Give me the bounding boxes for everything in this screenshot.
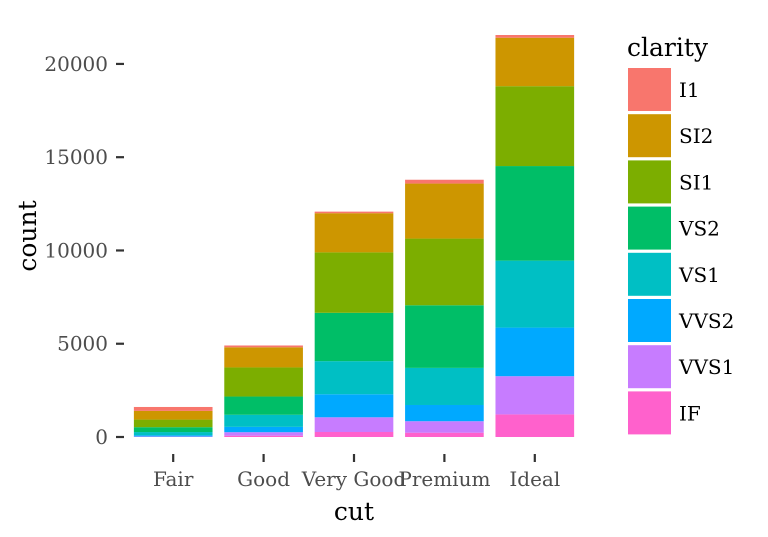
bar-segment-premium-if [405, 432, 484, 437]
bar-segment-fair-i1 [133, 406, 213, 411]
y-tick-label: 20000 [44, 52, 108, 76]
legend-key-if [628, 391, 671, 435]
legend-label-vs2: VS2 [678, 217, 720, 241]
legend-key-i1 [628, 68, 671, 111]
bar-segment-ideal-vvs2 [495, 327, 575, 377]
x-tick-label: Good [237, 467, 290, 491]
legend-title: clarity [627, 33, 709, 62]
y-tick-label: 15000 [44, 145, 108, 169]
bar-segment-fair-si1 [133, 419, 213, 428]
x-tick-label: Ideal [509, 467, 560, 491]
legend-label-i1: I1 [679, 78, 700, 102]
y-axis-title: count [13, 200, 42, 271]
bar-segment-good-si1 [224, 367, 303, 397]
legend-label-if: IF [679, 401, 701, 425]
bar-segment-premium-si1 [405, 238, 484, 306]
legend-label-si2: SI2 [679, 124, 713, 148]
bar-segment-ideal-vvs1 [495, 376, 575, 415]
legend: clarity I1 SI2 SI1 VS2 VS1 VVS2 VVS1 IF [627, 33, 734, 435]
bar-segment-premium-vs1 [405, 367, 484, 405]
y-tick-label: 10000 [44, 238, 108, 262]
x-axis-title: cut [334, 497, 374, 526]
bar-segment-good-vvs1 [224, 432, 303, 436]
bar-segment-good-si2 [224, 347, 303, 368]
bar-segment-premium-vvs1 [405, 421, 484, 433]
legend-label-vvs1: VVS1 [678, 355, 734, 379]
bar-segment-ideal-if [495, 414, 575, 437]
bar-segment-fair-vs2 [133, 427, 213, 433]
legend-key-vvs1 [628, 345, 671, 389]
bars-layer [133, 35, 575, 437]
legend-label-si1: SI1 [679, 170, 713, 194]
bar-segment-very-good-i1 [314, 211, 394, 214]
legend-key-vs1 [628, 252, 671, 296]
bar-segment-good-i1 [224, 345, 303, 348]
bar-segment-premium-vs2 [405, 305, 484, 368]
y-tick-label: 5000 [57, 332, 108, 356]
bar-segment-ideal-i1 [495, 35, 575, 38]
bar-segment-fair-si2 [133, 410, 213, 420]
y-axis: 0 5000 10000 15000 20000 [44, 52, 124, 449]
bar-segment-very-good-if [314, 432, 394, 437]
bar-segment-ideal-si2 [495, 37, 575, 87]
bar-segment-very-good-vs2 [314, 312, 394, 362]
bar-segment-good-vs1 [224, 414, 303, 427]
x-tick-label: Fair [153, 467, 194, 491]
bar-segment-very-good-si1 [314, 252, 394, 313]
bar-segment-ideal-vs2 [495, 166, 575, 261]
legend-label-vs1: VS1 [678, 263, 720, 287]
bar-segment-very-good-vvs2 [314, 394, 394, 418]
bar-segment-very-good-si2 [314, 213, 394, 253]
bar-segment-good-if [224, 435, 303, 437]
bar-segment-fair-vvs2 [133, 435, 213, 437]
bar-segment-good-vvs2 [224, 426, 303, 433]
bar-segment-ideal-vs1 [495, 260, 575, 328]
bar-segment-premium-vvs2 [405, 404, 484, 422]
bar-segment-fair-vs1 [133, 432, 213, 436]
bar-segment-ideal-si1 [495, 86, 575, 167]
bar-segment-very-good-vs1 [314, 361, 394, 395]
legend-key-si2 [628, 114, 671, 158]
legend-key-vs2 [628, 206, 671, 250]
x-tick-label: Very Good [301, 467, 407, 491]
bar-segment-very-good-vvs1 [314, 417, 394, 432]
bar-segment-good-vs2 [224, 396, 303, 415]
y-tick-label: 0 [95, 425, 108, 449]
legend-label-vvs2: VVS2 [678, 309, 734, 333]
bar-segment-premium-si2 [405, 183, 484, 239]
bar-segment-premium-i1 [405, 179, 484, 184]
x-tick-label: Premium [398, 467, 490, 491]
legend-key-si1 [628, 160, 671, 204]
legend-key-vvs2 [628, 299, 671, 342]
